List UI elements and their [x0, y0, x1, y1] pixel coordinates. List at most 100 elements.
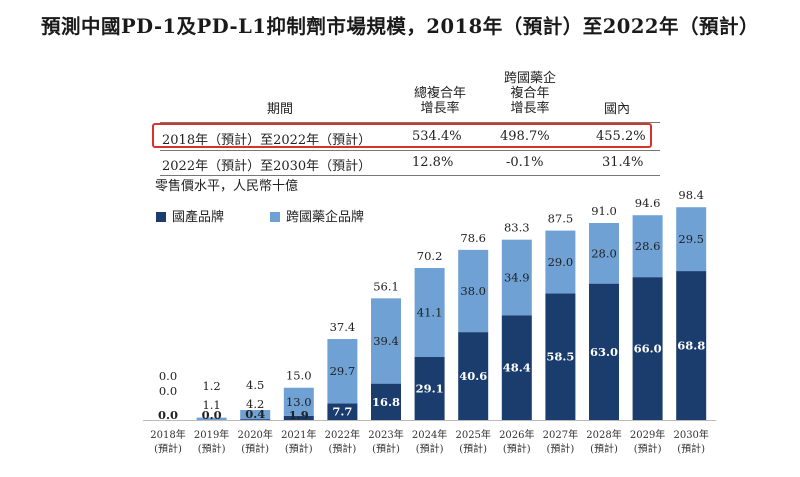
cagr-table: 期間 總複合年 增長率 跨國藥企 複合年 增長率 國內 2018年（預計）至20…	[150, 62, 670, 182]
label-total-11: 94.6	[635, 196, 661, 210]
label-total-12: 98.4	[678, 188, 704, 202]
bar-domestic-6	[414, 357, 445, 420]
row1-period: 2018年（預計）至2022年（預計）	[162, 133, 372, 148]
x-tick-sub-9: (預計)	[546, 442, 574, 455]
bar-mnc-3	[283, 387, 314, 416]
row2-period: 2022年（預計）至2030年（預計）	[162, 159, 372, 174]
x-tick-sub-4: (預計)	[328, 442, 356, 455]
chart-title: 預測中國PD-1及PD-L1抑制劑市場規模，2018年（預計）至2022年（預計…	[41, 15, 759, 38]
legend-domestic: 國產品牌	[156, 206, 224, 225]
row2-mnc: -0.1%	[506, 155, 544, 170]
label-mnc-3: 13.0	[286, 395, 312, 409]
header-mnc-cagr: 跨國藥企 複合年 增長率	[503, 71, 556, 116]
x-tick-year-6: 2024年	[412, 428, 447, 441]
legend-label-domestic: 國產品牌	[172, 210, 225, 225]
x-tick-sub-8: (預計)	[503, 442, 531, 455]
label-total-0: 0.0	[159, 369, 177, 383]
label-total-1: 1.2	[202, 379, 220, 393]
bar-domestic-10	[589, 283, 619, 420]
x-tick-year-12: 2030年	[673, 428, 708, 441]
row1-total: 534.4%	[412, 129, 462, 144]
label-total-4: 37.4	[330, 320, 356, 334]
x-tick-sub-0: (預計)	[154, 442, 182, 455]
label-domestic-3: 1.9	[289, 408, 309, 422]
header-total-cagr: 總複合年 增長率	[413, 86, 466, 116]
highlight-box	[152, 123, 652, 148]
table-rule-bottom	[160, 175, 660, 176]
label-mnc-0: 0.0	[159, 384, 177, 398]
bar-domestic-5	[371, 383, 401, 420]
legend-mnc: 跨國藥企品牌	[270, 206, 364, 225]
label-mnc-11: 28.6	[635, 239, 661, 253]
bar-mnc-2	[240, 410, 271, 420]
label-domestic-0: 0.0	[158, 408, 178, 422]
label-mnc-10: 28.0	[591, 246, 617, 260]
label-mnc-5: 39.4	[373, 334, 399, 348]
x-tick-sub-6: (預計)	[416, 442, 444, 455]
label-domestic-9: 58.5	[546, 350, 574, 364]
x-tick-year-7: 2025年	[455, 428, 490, 441]
bar-domestic-11	[632, 277, 663, 420]
label-total-8: 83.3	[504, 221, 530, 235]
bar-domestic-9	[545, 293, 576, 420]
bar-mnc-10	[589, 223, 619, 284]
x-tick-year-0: 2018年	[150, 428, 185, 441]
x-tick-sub-1: (預計)	[198, 442, 226, 455]
label-mnc-12: 29.5	[678, 232, 704, 246]
bar-domestic-3	[283, 415, 314, 420]
label-mnc-8: 34.9	[504, 270, 530, 284]
x-tick-sub-12: (預計)	[677, 442, 705, 455]
label-mnc-6: 41.1	[417, 306, 443, 320]
label-domestic-10: 63.0	[590, 345, 618, 359]
x-tick-sub-11: (預計)	[634, 442, 662, 455]
label-total-2: 4.5	[246, 378, 264, 392]
x-tick-sub-3: (預計)	[285, 442, 313, 455]
x-tick-year-5: 2023年	[368, 428, 403, 441]
x-tick-year-4: 2022年	[325, 428, 360, 441]
legend-swatch-domestic	[156, 212, 166, 222]
bar-mnc-6	[414, 268, 445, 358]
bar-domestic-7	[458, 332, 489, 420]
x-tick-year-8: 2026年	[499, 428, 534, 441]
x-tick-sub-10: (預計)	[590, 442, 618, 455]
bar-mnc-1	[196, 417, 227, 420]
x-tick-year-9: 2027年	[543, 428, 578, 441]
row2-domestic: 31.4%	[602, 155, 644, 170]
bar-domestic-2	[240, 419, 271, 420]
bar-mnc-11	[632, 215, 663, 278]
label-total-9: 87.5	[548, 212, 574, 226]
label-total-6: 70.2	[417, 249, 443, 263]
bar-mnc-9	[545, 230, 576, 294]
x-tick-year-2: 2020年	[237, 428, 272, 441]
unit-label: 零售價水平，人民幣十億	[155, 179, 299, 194]
label-total-5: 56.1	[373, 279, 399, 293]
header-domestic: 國內	[603, 102, 630, 117]
label-total-7: 78.6	[460, 231, 486, 245]
header-period: 期間	[266, 102, 293, 117]
x-tick-sub-2: (預計)	[241, 442, 269, 455]
label-mnc-7: 38.0	[460, 284, 486, 298]
label-mnc-9: 29.0	[548, 255, 574, 269]
label-mnc-4: 29.7	[330, 364, 356, 378]
bar-mnc-4	[327, 339, 358, 404]
row1-domestic: 455.2%	[596, 129, 646, 144]
x-tick-sub-7: (預計)	[459, 442, 487, 455]
x-tick-year-11: 2029年	[630, 428, 665, 441]
label-domestic-1: 0.0	[202, 408, 222, 422]
label-domestic-5: 16.8	[372, 395, 400, 409]
table-rule-top	[160, 122, 660, 123]
label-domestic-6: 29.1	[416, 382, 444, 396]
label-domestic-7: 40.6	[459, 369, 487, 383]
bar-mnc-5	[371, 298, 401, 384]
label-domestic-4: 7.7	[332, 405, 352, 419]
bar-domestic-4	[327, 403, 358, 420]
bar-mnc-12	[676, 207, 707, 272]
label-total-10: 91.0	[591, 204, 617, 218]
x-tick-sub-5: (預計)	[372, 442, 400, 455]
x-tick-year-1: 2019年	[194, 428, 229, 441]
label-mnc-2: 4.2	[246, 397, 264, 411]
label-total-3: 15.0	[286, 369, 312, 383]
label-domestic-2: 0.4	[245, 407, 265, 421]
table-rule-mid	[160, 150, 660, 151]
